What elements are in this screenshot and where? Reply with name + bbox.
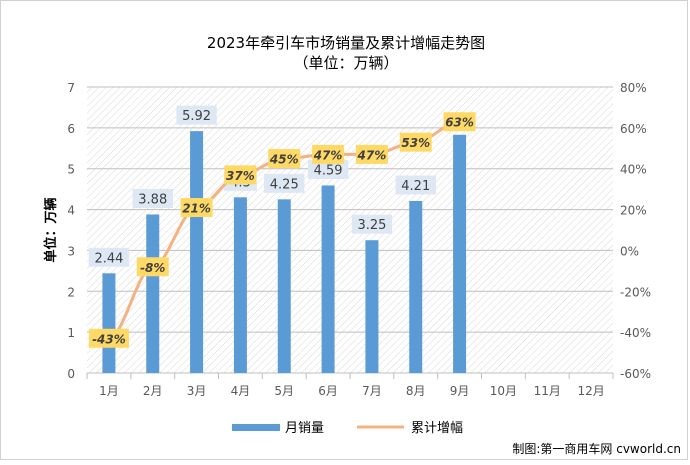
bar-label: 3.88 <box>138 192 167 207</box>
legend-line-label: 累计增幅 <box>411 421 463 436</box>
bar <box>453 134 467 373</box>
bar <box>102 273 116 373</box>
bar-label-bg <box>395 175 436 195</box>
line-labels: -43% -8% 21% 37% 45% 47% 47% 53% 63% <box>88 112 476 348</box>
line-label-bg <box>399 132 432 152</box>
legend-bar-swatch <box>232 424 280 431</box>
line-label: 63% <box>445 116 474 130</box>
bar-label: 4.59 <box>314 163 343 178</box>
line-label: 37% <box>226 169 255 183</box>
y-left-tick-label: 2 <box>67 285 75 299</box>
line-label-bg <box>136 257 169 277</box>
bar-label: 4.21 <box>401 179 430 194</box>
line-label: 47% <box>313 148 343 162</box>
bar-label-bg <box>351 214 393 234</box>
x-tick-label: 3月 <box>187 384 207 398</box>
line-label-bg <box>88 328 129 348</box>
y-right-tick-label: 40% <box>620 163 647 177</box>
y-right-tick-label: -20% <box>620 285 651 299</box>
y-left-tick-label: 1 <box>67 326 75 340</box>
y-axis-label: 单位：万辆 <box>43 197 59 262</box>
bar-series <box>102 131 467 373</box>
line-label: 53% <box>401 136 430 150</box>
x-tick-label: 9月 <box>450 384 470 398</box>
x-tick-label: 2月 <box>143 384 163 398</box>
right-axis: -60% -40% -20% 0% 20% 40% 60% 80% <box>620 81 651 381</box>
y-left-tick-label: 5 <box>67 163 75 177</box>
bar-label: 3.25 <box>357 218 386 233</box>
bar <box>277 199 291 373</box>
y-right-tick-label: -40% <box>620 326 651 340</box>
chart-title: 2023年牵引车市场销量及累计增幅走势图 <box>207 34 485 52</box>
y-left-tick-label: 7 <box>67 81 75 95</box>
y-right-tick-label: 0% <box>620 244 639 258</box>
x-tick-label: 1月 <box>99 384 119 398</box>
bar-label: 2.44 <box>94 251 123 266</box>
y-left-tick-label: 6 <box>67 122 75 136</box>
bar <box>190 131 204 373</box>
plot-area <box>87 87 613 373</box>
bar-label: 4.25 <box>270 177 299 192</box>
x-tick-label: 4月 <box>231 384 251 398</box>
x-tick-label: 6月 <box>318 384 338 398</box>
y-left-tick-label: 3 <box>67 244 75 258</box>
bar-label-bg <box>307 159 349 179</box>
y-left-tick-label: 0 <box>67 367 75 381</box>
line-label: -8% <box>140 261 165 275</box>
left-axis: 0 1 2 3 4 5 6 7 <box>67 81 75 381</box>
y-right-tick-label: 60% <box>620 122 647 136</box>
source-credit: 制图:第一商用车网 cvworld.cn <box>512 441 681 456</box>
y-right-tick-label: -60% <box>620 367 651 381</box>
line-label-bg <box>224 165 257 185</box>
x-tick-label: 11月 <box>534 384 561 398</box>
line-label-bg <box>180 198 213 218</box>
bar <box>233 197 247 373</box>
bar <box>321 185 335 373</box>
y-right-tick-label: 20% <box>620 204 647 218</box>
x-axis: 1月 2月 3月 4月 5月 6月 7月 8月 9月 10月 11月 12月 <box>86 373 614 398</box>
bar-label-bg <box>132 188 173 208</box>
x-tick-label: 12月 <box>577 384 604 398</box>
line-label-bg <box>268 149 301 168</box>
x-tick-label: 10月 <box>490 384 517 398</box>
bar <box>409 200 423 373</box>
line-label-bg <box>312 144 345 164</box>
line-label: 47% <box>357 148 387 162</box>
line-label: -43% <box>92 332 126 346</box>
chart-subtitle: （单位：万辆） <box>293 54 398 72</box>
x-tick-label: 5月 <box>274 384 294 398</box>
line-label: 21% <box>182 202 211 216</box>
x-tick-label: 7月 <box>362 384 382 398</box>
bar-label-bg <box>264 173 305 193</box>
bar-label-bg <box>176 105 217 125</box>
bar-label: 5.92 <box>182 109 211 124</box>
line-label: 45% <box>269 153 299 167</box>
y-left-tick-label: 4 <box>67 204 75 218</box>
line-label-bg <box>355 144 388 164</box>
line-label-bg <box>443 112 476 132</box>
bar-label-bg <box>88 247 130 267</box>
bar <box>365 240 379 373</box>
gridlines <box>87 86 613 374</box>
y-right-tick-label: 80% <box>620 81 647 95</box>
x-tick-label: 8月 <box>406 384 426 398</box>
bar <box>146 214 160 373</box>
legend-bar-label: 月销量 <box>285 421 324 436</box>
legend: 月销量 累计增幅 <box>232 421 463 436</box>
